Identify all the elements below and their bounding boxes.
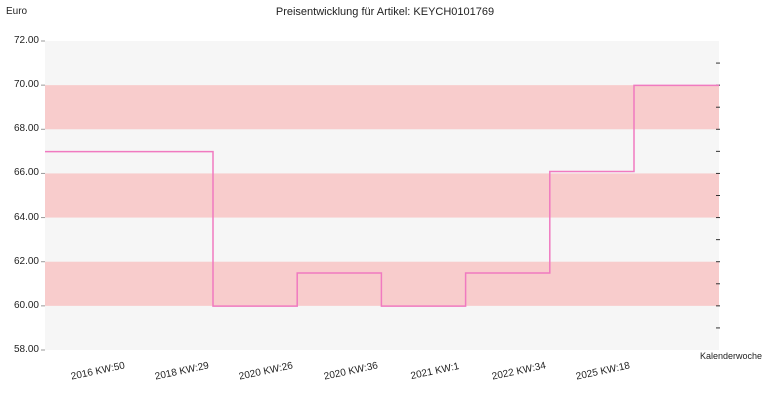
- y-tick-label: 60.00: [13, 299, 39, 311]
- y-axis-ticks: [41, 40, 45, 351]
- y-tick-label: 62.00: [13, 255, 39, 267]
- y-axis-unit: Euro: [6, 6, 28, 17]
- x-axis-unit: Kalenderwoche: [700, 351, 763, 361]
- band: [45, 173, 719, 218]
- price-series: [45, 84, 719, 307]
- band: [45, 85, 719, 130]
- y-tick-label: 70.00: [13, 79, 39, 91]
- right-axis-ticks: [716, 62, 720, 329]
- chart-title: Preisentwicklung für Artikel: KEYCH01017…: [275, 6, 495, 18]
- y-tick-label: 68.00: [13, 123, 39, 135]
- y-tick-label: 58.00: [13, 344, 39, 355]
- y-tick-label: 64.00: [13, 211, 39, 223]
- y-tick-label: 66.00: [13, 167, 39, 179]
- y-tick-label: 72.00: [13, 35, 39, 46]
